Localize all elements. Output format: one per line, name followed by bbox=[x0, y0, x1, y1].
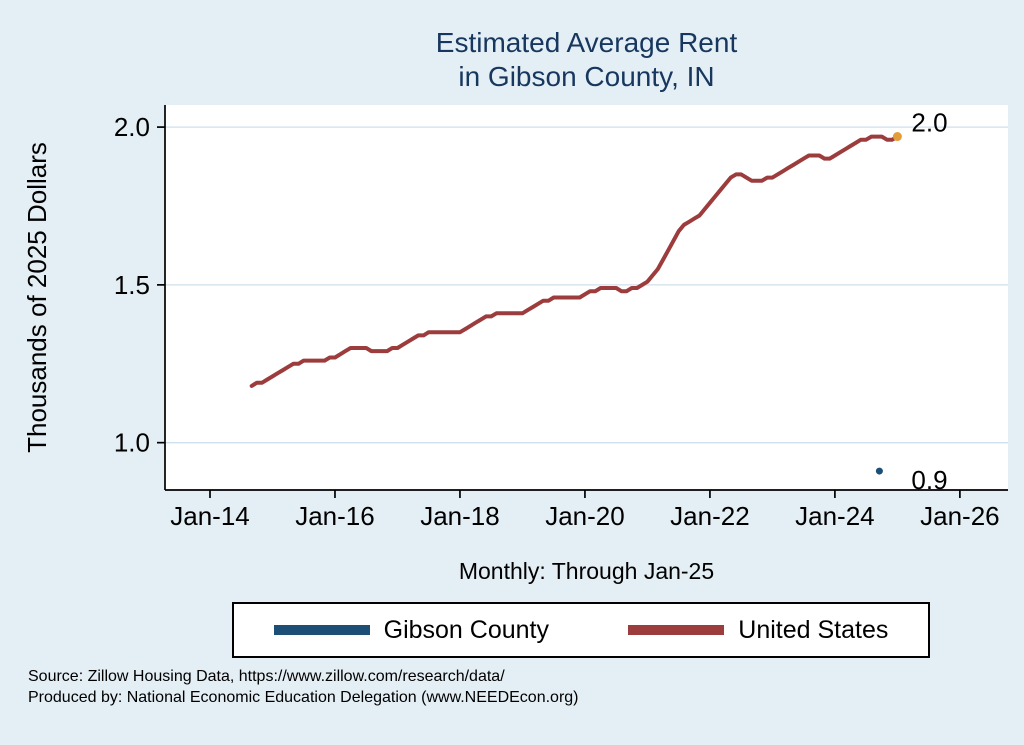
x-tick-label: Jan-16 bbox=[295, 501, 375, 531]
y-tick-label: 1.0 bbox=[114, 428, 150, 458]
y-tick-label: 1.5 bbox=[114, 270, 150, 300]
x-tick-label: Jan-24 bbox=[795, 501, 875, 531]
chart-title-line1: Estimated Average Rent bbox=[435, 27, 738, 58]
united-states-end-label: 2.0 bbox=[911, 108, 947, 138]
footer-notes: Source: Zillow Housing Data, https://www… bbox=[28, 666, 579, 708]
chart-title: Estimated Average Rent in Gibson County,… bbox=[165, 26, 1008, 94]
gibson-county-end-label: 0.9 bbox=[911, 465, 947, 495]
chart-title-line2: in Gibson County, IN bbox=[458, 61, 715, 92]
x-tick-label: Jan-18 bbox=[420, 501, 500, 531]
legend-label-gibson-county: Gibson County bbox=[383, 615, 549, 644]
gibson-county-point bbox=[875, 467, 883, 475]
legend-label-united-states: United States bbox=[738, 615, 889, 644]
united-states-line bbox=[249, 134, 900, 388]
source-note: Source: Zillow Housing Data, https://www… bbox=[28, 668, 505, 685]
united-states-line-swatch bbox=[628, 625, 725, 635]
producer-note: Produced by: National Economic Education… bbox=[28, 689, 579, 706]
x-tick-label: Jan-26 bbox=[920, 501, 1000, 531]
legend: Gibson County United States bbox=[232, 602, 930, 658]
y-tick-label: 2.0 bbox=[114, 112, 150, 142]
y-axis-title: Thousands of 2025 Dollars bbox=[22, 142, 52, 453]
rent-chart: 1.0 1.5 2.0 Jan-14 Jan-16 Jan-18 Jan-20 Jan-22 J… bbox=[22, 105, 1008, 531]
latest-value-marker bbox=[892, 132, 902, 142]
legend-item-gibson-county: Gibson County bbox=[273, 615, 549, 645]
x-tick-label: Jan-22 bbox=[670, 501, 750, 531]
chart-subtitle: Monthly: Through Jan-25 bbox=[458, 558, 715, 584]
gibson-county-line-swatch bbox=[273, 625, 370, 635]
x-tick-label: Jan-20 bbox=[545, 501, 625, 531]
plot-area bbox=[165, 105, 1008, 490]
legend-item-united-states: United States bbox=[628, 616, 888, 645]
x-tick-label: Jan-14 bbox=[170, 501, 250, 531]
